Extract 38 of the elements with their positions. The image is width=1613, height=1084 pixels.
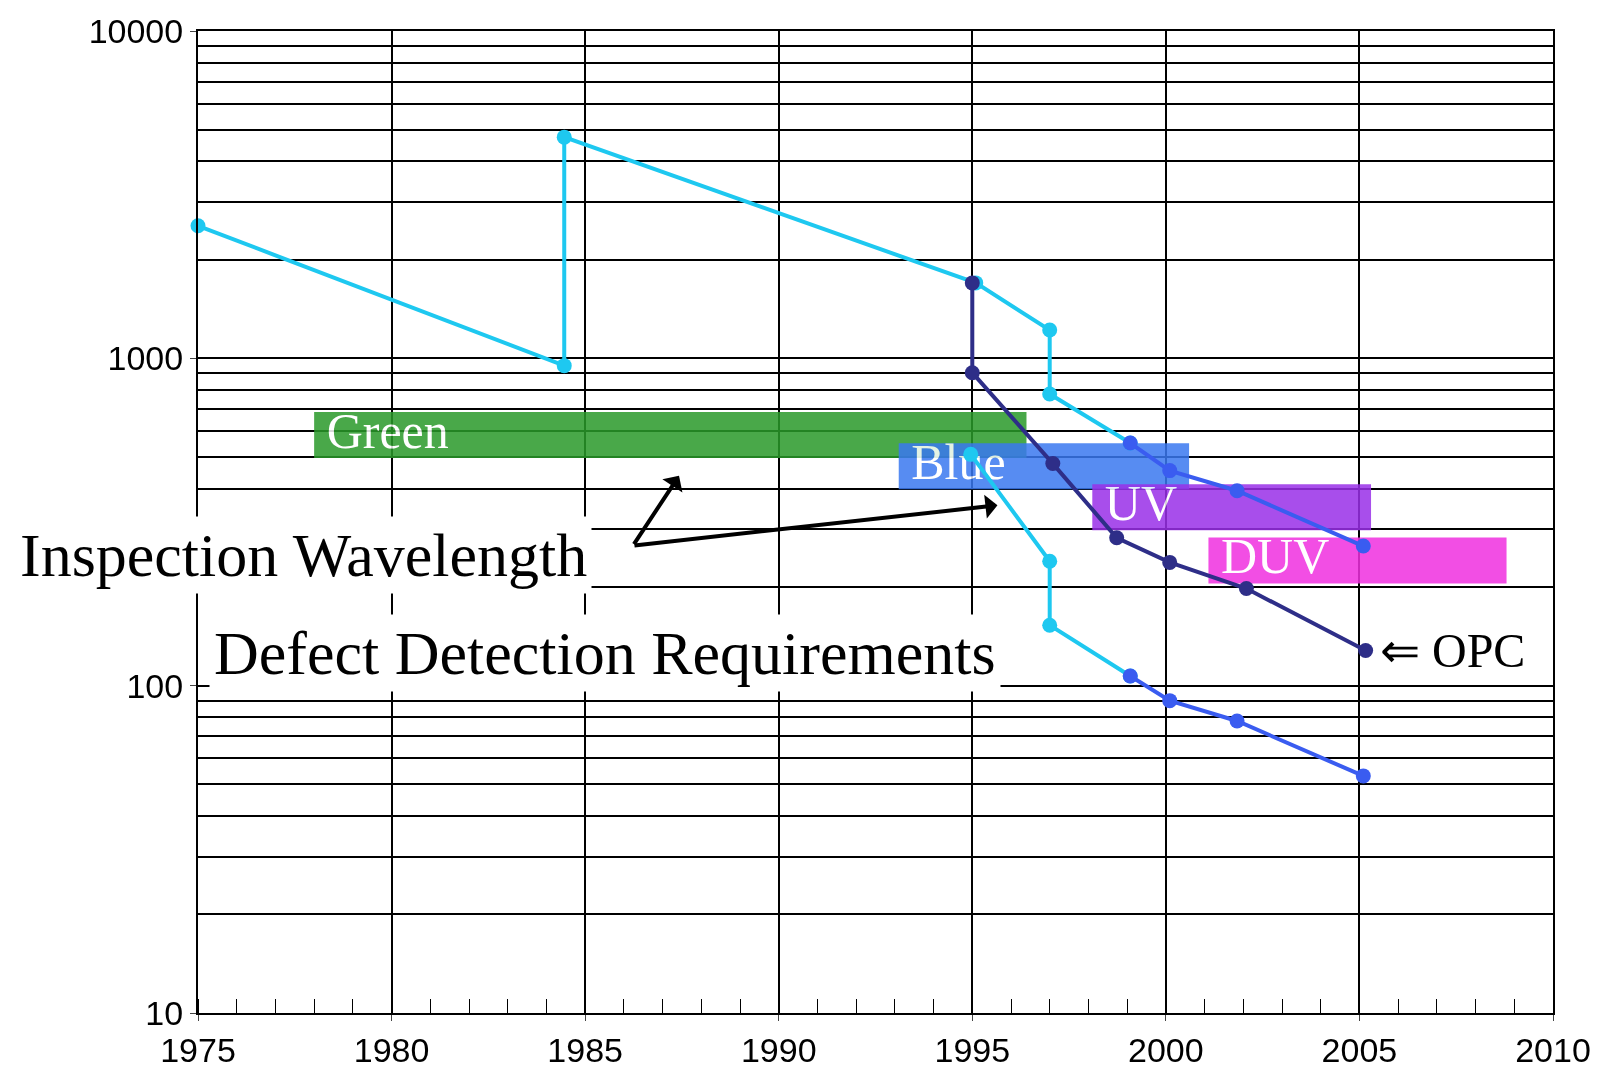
point [1355,538,1371,554]
point [964,275,980,291]
point [1042,617,1058,633]
series-label: DUV [1208,528,1330,585]
point [556,129,572,145]
series-label: Blue [898,433,1006,490]
point [556,358,572,374]
x-tick-label: 1980 [353,1030,430,1069]
point [964,365,980,381]
y-tick-label: 100 [126,666,184,705]
point [1042,322,1058,338]
point [1045,456,1061,472]
point [1358,643,1374,659]
point [1229,713,1245,729]
point [1355,768,1371,784]
x-tick-label: 1975 [160,1030,236,1069]
x-tick-label: 2010 [1515,1030,1591,1069]
x-tick-label: 1995 [934,1030,1011,1069]
x-tick-label: 1985 [547,1030,623,1069]
series-label: Green [314,402,449,459]
point [1162,554,1178,570]
annotation: Inspection Wavelength [20,521,588,589]
y-tick-label: 1000 [107,339,184,378]
x-tick-label: 2005 [1321,1030,1398,1069]
y-tick-label: 10 [145,993,184,1032]
y-tick-label: 10000 [88,11,184,50]
x-tick-label: 1990 [740,1030,817,1069]
point [1162,693,1178,709]
point [1162,463,1178,479]
point [1109,530,1125,546]
point [1229,483,1245,499]
x-tick-label: 2000 [1128,1030,1204,1069]
point [1238,581,1254,597]
annotation: ⇐ OPC [1380,624,1526,677]
annotation: Defect Detection Requirements [214,619,996,687]
point [1042,386,1058,402]
point [1042,553,1058,569]
series-label: UV [1092,474,1178,531]
